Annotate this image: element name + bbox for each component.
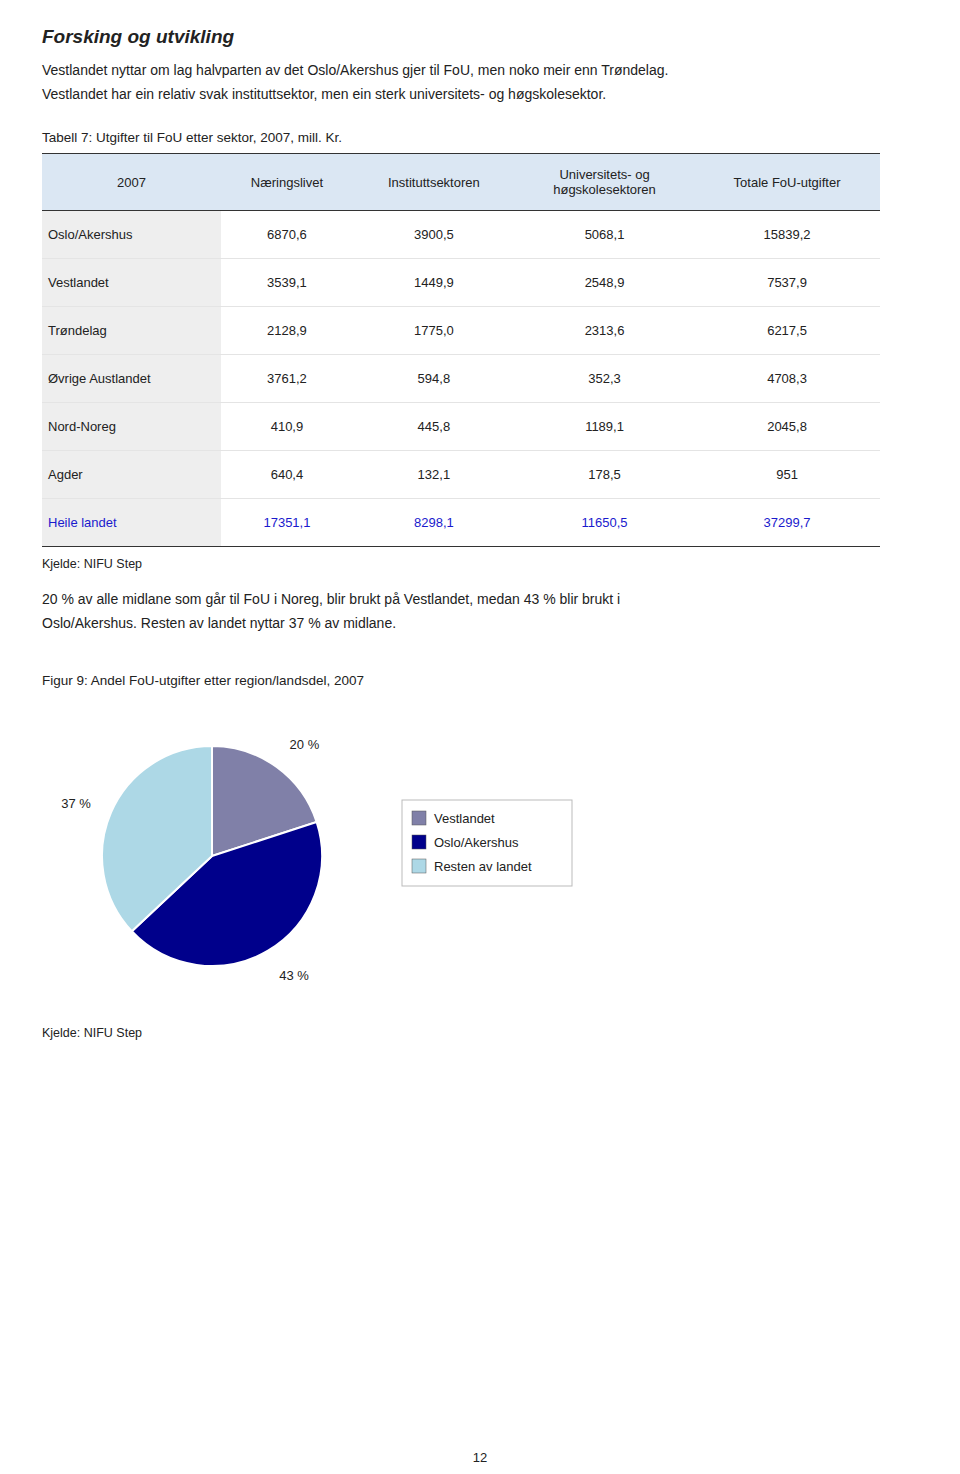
- row-label: Vestlandet: [42, 259, 221, 307]
- table-cell: 6217,5: [694, 307, 880, 355]
- table-cell: 8298,1: [353, 499, 515, 547]
- row-label: Trøndelag: [42, 307, 221, 355]
- page-body: {"page": {"title": "Forsking og utviklin…: [0, 0, 960, 1474]
- chart-source: Kjelde: NIFU Step: [42, 1026, 880, 1040]
- row-label: Øvrige Austlandet: [42, 355, 221, 403]
- header-cell: 2007: [42, 154, 221, 211]
- legend-swatch: [412, 835, 426, 849]
- row-label: Oslo/Akershus: [42, 211, 221, 259]
- table-source: Kjelde: NIFU Step: [42, 557, 880, 571]
- table-cell: 352,3: [515, 355, 694, 403]
- page-number: 12: [0, 1450, 960, 1465]
- table-cell: 15839,2: [694, 211, 880, 259]
- table-cell: 5068,1: [515, 211, 694, 259]
- legend-swatch: [412, 811, 426, 825]
- slices: [102, 746, 322, 966]
- data-row: Øvrige Austlandet3761,2594,8352,34708,3: [42, 355, 880, 403]
- table-cell: 4708,3: [694, 355, 880, 403]
- page-content: Forsking og utvikling Vestlandet nyttar o…: [42, 26, 880, 1040]
- row-label: Agder: [42, 451, 221, 499]
- paragraph: Oslo/Akershus. Resten av landet nyttar 3…: [42, 613, 880, 633]
- table-cell: 410,9: [221, 403, 353, 451]
- table-cell: 951: [694, 451, 880, 499]
- table-cell: 2313,6: [515, 307, 694, 355]
- legend-label: Resten av landet: [434, 859, 532, 874]
- table-cell: 1449,9: [353, 259, 515, 307]
- data-row: Trøndelag2128,91775,02313,66217,5: [42, 307, 880, 355]
- page-title: Forsking og utvikling: [42, 26, 880, 48]
- table-cell: 178,5: [515, 451, 694, 499]
- table-cell: 3900,5: [353, 211, 515, 259]
- table-caption: Tabell 7: Utgifter til FoU etter sektor,…: [42, 130, 880, 145]
- header-row: 2007NæringslivetInstituttsektorenUnivers…: [42, 154, 880, 211]
- data-row: Nord-Noreg410,9445,81189,12045,8: [42, 403, 880, 451]
- table-head: 2007NæringslivetInstituttsektorenUnivers…: [42, 154, 880, 211]
- table-cell: 132,1: [353, 451, 515, 499]
- data-row: Oslo/Akershus6870,63900,55068,115839,2: [42, 211, 880, 259]
- table-cell: 17351,1: [221, 499, 353, 547]
- row-label: Heile landet: [42, 499, 221, 547]
- table-body: Oslo/Akershus6870,63900,55068,115839,2Ve…: [42, 211, 880, 547]
- header-cell: Universitets- oghøgskolesektoren: [515, 154, 694, 211]
- spacer: [42, 571, 880, 589]
- data-labels: 20 % 43 % 37 %: [61, 737, 319, 982]
- data-label: 37 %: [61, 796, 91, 811]
- chart-title: Figur 9: Andel FoU-utgifter etter region…: [42, 673, 880, 688]
- legend-label: Vestlandet: [434, 811, 495, 826]
- paragraph: Vestlandet nyttar om lag halvparten av d…: [42, 60, 880, 80]
- legend-frame: [402, 800, 572, 886]
- table-cell: 640,4: [221, 451, 353, 499]
- pie-chart: 20 % 43 % 37 % Vestlandet Oslo/Akershus Reste…: [42, 696, 662, 1016]
- paragraph: Vestlandet har ein relativ svak institut…: [42, 84, 880, 104]
- table-cell: 2045,8: [694, 403, 880, 451]
- paragraph: 20 % av alle midlane som går til FoU i N…: [42, 589, 880, 609]
- table-cell: 1775,0: [353, 307, 515, 355]
- table-cell: 2548,9: [515, 259, 694, 307]
- table-cell: 3761,2: [221, 355, 353, 403]
- data-row: Agder640,4132,1178,5951: [42, 451, 880, 499]
- total-row: Heile landet17351,18298,111650,537299,7: [42, 499, 880, 547]
- table-cell: 7537,9: [694, 259, 880, 307]
- header-cell: Næringslivet: [221, 154, 353, 211]
- table-cell: 2128,9: [221, 307, 353, 355]
- legend: Vestlandet Oslo/Akershus Resten av landet: [402, 800, 572, 886]
- pie-slice: [102, 746, 212, 931]
- table-cell: 3539,1: [221, 259, 353, 307]
- legend-swatch: [412, 859, 426, 873]
- table-cell: 1189,1: [515, 403, 694, 451]
- data-label: 43 %: [279, 968, 309, 983]
- header-cell: Totale FoU-utgifter: [694, 154, 880, 211]
- table-cell: 594,8: [353, 355, 515, 403]
- data-table: 2007NæringslivetInstituttsektorenUnivers…: [42, 153, 880, 547]
- table-cell: 37299,7: [694, 499, 880, 547]
- legend-label: Oslo/Akershus: [434, 835, 519, 850]
- table-cell: 445,8: [353, 403, 515, 451]
- data-label: 20 %: [290, 737, 320, 752]
- data-row: Vestlandet3539,11449,92548,97537,9: [42, 259, 880, 307]
- row-label: Nord-Noreg: [42, 403, 221, 451]
- table-cell: 11650,5: [515, 499, 694, 547]
- header-cell: Instituttsektoren: [353, 154, 515, 211]
- table-cell: 6870,6: [221, 211, 353, 259]
